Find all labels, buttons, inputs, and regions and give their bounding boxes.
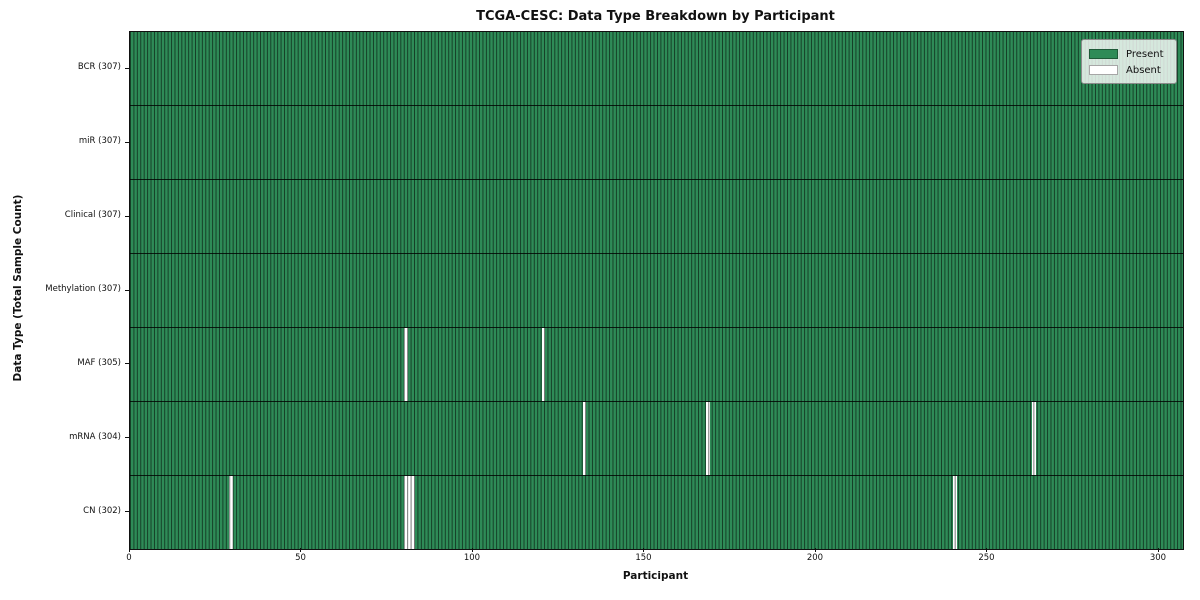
absent-stripe	[404, 328, 408, 401]
ytick-label-miR: miR (307)	[78, 136, 121, 147]
xtick-label-250: 250	[978, 553, 995, 563]
ytick-mark	[125, 67, 129, 69]
legend: Present Absent	[1081, 39, 1177, 84]
x-axis-label: Participant	[622, 570, 689, 582]
xtick-mark	[986, 548, 988, 552]
heatmap-row-CN	[130, 476, 1183, 549]
ytick-label-BCR: BCR (307)	[77, 62, 121, 73]
heatmap-row-BCR	[130, 32, 1183, 106]
xtick-label-100: 100	[463, 553, 481, 563]
heatmap-rows	[130, 32, 1183, 549]
xtick-mark	[1157, 548, 1159, 552]
heatmap-row-mRNA	[130, 402, 1183, 476]
absent-stripe	[953, 476, 957, 549]
heatmap-row-MAF	[130, 328, 1183, 402]
absent-stripe	[706, 402, 710, 475]
chart-title: TCGA-CESC: Data Type Breakdown by Partic…	[476, 9, 835, 24]
ytick-mark	[125, 437, 129, 439]
heatmap-row-Methylation	[130, 254, 1183, 328]
heatmap-row-miR	[130, 106, 1183, 180]
xtick-label-50: 50	[295, 553, 306, 563]
ytick-label-Methylation: Methylation (307)	[45, 284, 121, 294]
ytick-mark	[125, 511, 129, 513]
xtick-label-200: 200	[806, 553, 824, 563]
xtick-mark	[471, 548, 473, 552]
absent-stripe	[411, 476, 415, 549]
present-swatch-icon	[1089, 49, 1118, 59]
legend-entry-present: Present	[1089, 46, 1169, 62]
ytick-label-MAF: MAF (305)	[77, 357, 121, 368]
xtick-label-150: 150	[635, 553, 652, 563]
legend-entry-absent: Absent	[1089, 62, 1169, 78]
ytick-mark	[125, 141, 129, 143]
ytick-label-Clinical: Clinical (307)	[64, 210, 121, 221]
absent-stripe	[1032, 402, 1036, 475]
xtick-mark	[300, 548, 302, 552]
xtick-mark	[814, 548, 816, 552]
xtick-label-0: 0	[126, 553, 132, 563]
absent-stripe	[582, 402, 587, 475]
ytick-mark	[125, 363, 129, 365]
ytick-label-CN: CN (302)	[83, 505, 121, 516]
absent-swatch-icon	[1089, 65, 1118, 75]
xtick-mark	[129, 548, 130, 552]
ytick-mark	[125, 215, 129, 217]
plot-area	[129, 31, 1184, 550]
absent-stripe	[229, 476, 233, 549]
heatmap-row-Clinical	[130, 180, 1183, 254]
xtick-mark	[643, 548, 645, 552]
ytick-mark	[125, 289, 129, 291]
legend-label-present: Present	[1126, 48, 1164, 60]
ytick-label-mRNA: mRNA (304)	[69, 431, 121, 442]
legend-label-absent: Absent	[1126, 64, 1161, 76]
absent-stripe	[541, 328, 546, 401]
xtick-label-300: 300	[1149, 553, 1167, 563]
